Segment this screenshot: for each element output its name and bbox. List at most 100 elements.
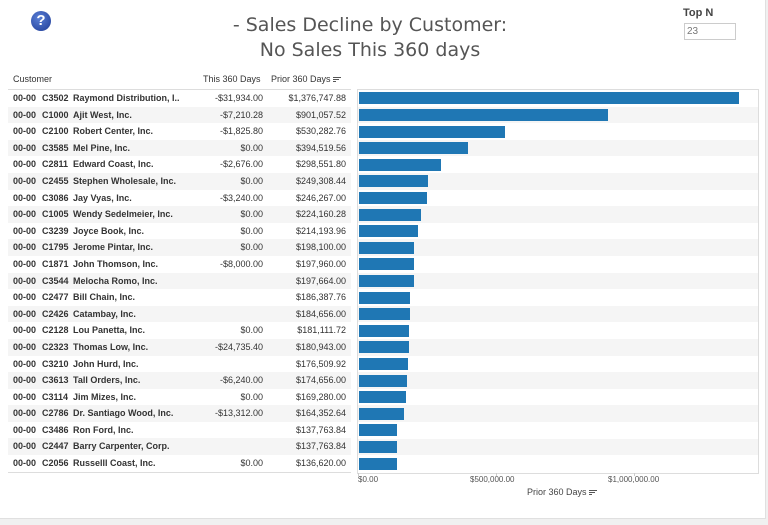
bar[interactable]: [359, 258, 414, 271]
region-code: 00-00: [13, 126, 37, 137]
customer-name: Lou Panetta, Inc.: [73, 325, 146, 336]
table-row[interactable]: 00-00 C3114 Jim Mizes, Inc. $0.00 $169,280.0…: [8, 389, 351, 406]
bar[interactable]: [359, 391, 406, 404]
table-row[interactable]: 00-00 C1871 John Thomson, Inc. -$8,000.00 $1…: [8, 256, 351, 273]
table-row[interactable]: 00-00 C3502 Raymond Distribution, I.. -$31,…: [8, 90, 351, 107]
table-row[interactable]: 00-00 C3544 Melocha Romo, Inc. $197,664.00: [8, 272, 351, 290]
customer-id: C2477: [42, 292, 69, 303]
customer-id: C3210: [42, 358, 69, 369]
this-360-value: -$1,825.80: [219, 126, 263, 137]
tick-mark: [358, 473, 359, 476]
customer-table: 00-00 C3502 Raymond Distribution, I.. -$31,…: [8, 89, 351, 473]
bar[interactable]: [359, 108, 608, 121]
bar[interactable]: [359, 457, 397, 470]
table-row[interactable]: 00-00 C2100 Robert Center, Inc. -$1,825.80 $…: [8, 123, 351, 140]
bar[interactable]: [359, 175, 428, 188]
customer-id: C3114: [42, 391, 69, 402]
col-header-label: Prior 360 Days: [271, 74, 331, 84]
region-code: 00-00: [13, 109, 37, 120]
prior-360-value: $176,509.92: [295, 358, 346, 369]
table-row[interactable]: 00-00 C2323 Thomas Low, Inc. -$24,735.40 $18…: [8, 338, 351, 356]
table-row[interactable]: 00-00 C2128 Lou Panetta, Inc. $0.00 $181,111…: [8, 322, 351, 339]
table-row[interactable]: 00-00 C2447 Barry Carpenter, Corp. $137,763…: [8, 438, 351, 456]
prior-360-value: $224,160.28: [295, 209, 346, 220]
table-row[interactable]: 00-00 C3585 Mel Pine, Inc. $0.00 $394,519.56: [8, 139, 351, 157]
bar[interactable]: [359, 142, 468, 155]
region-code: 00-00: [13, 275, 37, 286]
topn-input[interactable]: [684, 23, 736, 40]
this-360-value: $0.00: [240, 175, 263, 186]
region-code: 00-00: [13, 391, 37, 402]
table-row[interactable]: 00-00 C2056 Russelll Coast, Inc. $0.00 $136,…: [8, 455, 351, 472]
sort-icon[interactable]: [332, 76, 341, 83]
bar[interactable]: [359, 92, 739, 105]
customer-id: C3239: [42, 225, 69, 236]
customer-id: C2323: [42, 341, 69, 352]
bar[interactable]: [359, 191, 427, 204]
table-row[interactable]: 00-00 C1795 Jerome Pintar, Inc. $0.00 $198,1…: [8, 239, 351, 256]
region-code: 00-00: [13, 458, 37, 469]
col-header-customer[interactable]: Customer: [13, 74, 53, 84]
table-row[interactable]: 00-00 C2811 Edward Coast, Inc. -$2,676.00 $2…: [8, 156, 351, 173]
customer-name: Edward Coast, Inc.: [73, 159, 154, 170]
prior-360-value: $394,519.56: [295, 142, 346, 153]
customer-id: C2455: [42, 175, 69, 186]
table-row[interactable]: 00-00 C3086 Jay Vyas, Inc. -$3,240.00 $246,2…: [8, 190, 351, 207]
this-360-value: -$31,934.00: [214, 93, 263, 103]
customer-name: Raymond Distribution, I..: [73, 93, 180, 103]
bar[interactable]: [359, 357, 408, 370]
row-band: [358, 438, 758, 456]
table-row[interactable]: 00-00 C3239 Joyce Book, Inc. $0.00 $214,193.…: [8, 223, 351, 240]
bar[interactable]: [359, 225, 419, 238]
customer-id: C3544: [42, 275, 69, 286]
table-row[interactable]: 00-00 C2786 Dr. Santiago Wood, Inc. -$13,31…: [8, 405, 351, 422]
bar[interactable]: [359, 208, 421, 221]
col-header-this-360[interactable]: This 360 Days: [203, 74, 261, 84]
x-axis-title[interactable]: Prior 360 Days: [527, 487, 597, 497]
region-code: 00-00: [13, 258, 37, 269]
table-row[interactable]: 00-00 C2426 Catambay, Inc. $184,656.00: [8, 305, 351, 323]
table-row[interactable]: 00-00 C1000 Ajit West, Inc. -$7,210.28 $901,…: [8, 106, 351, 124]
bar[interactable]: [359, 424, 398, 437]
table-row[interactable]: 00-00 C3613 Tall Orders, Inc. -$6,240.00 $17…: [8, 372, 351, 389]
bar[interactable]: [359, 341, 409, 354]
prior-360-value: $137,763.84: [295, 424, 346, 435]
bar[interactable]: [359, 324, 409, 337]
table-row[interactable]: 00-00 C1005 Wendy Sedelmeier, Inc. $0.00 $22…: [8, 206, 351, 223]
this-360-value: $0.00: [240, 225, 263, 236]
row-band: [358, 305, 758, 323]
bar[interactable]: [359, 158, 442, 171]
customer-id: C2100: [42, 126, 69, 137]
table-row[interactable]: 00-00 C2477 Bill Chain, Inc. $186,387.76: [8, 289, 351, 306]
prior-360-value: $137,763.84: [295, 441, 346, 452]
table-row[interactable]: 00-00 C3210 John Hurd, Inc. $176,509.92: [8, 356, 351, 373]
help-icon[interactable]: ?: [31, 11, 51, 31]
title-line-2: No Sales This 360 days: [259, 39, 481, 61]
customer-name: Robert Center, Inc.: [73, 126, 154, 137]
prior-360-value: $198,100.00: [295, 242, 346, 253]
bar[interactable]: [359, 407, 405, 420]
customer-name: Barry Carpenter, Corp.: [73, 441, 170, 452]
table-row[interactable]: 00-00 C3486 Ron Ford, Inc. $137,763.84: [8, 422, 351, 439]
bar[interactable]: [359, 125, 506, 138]
sort-icon[interactable]: [588, 489, 597, 496]
bar[interactable]: [359, 291, 411, 304]
this-360-value: $0.00: [240, 242, 263, 253]
prior-360-value: $164,352.64: [295, 408, 346, 419]
bar[interactable]: [359, 308, 410, 321]
bar[interactable]: [359, 440, 398, 453]
bar[interactable]: [359, 241, 414, 254]
region-code: 00-00: [13, 175, 37, 186]
this-360-value: -$7,210.28: [219, 109, 263, 120]
region-code: 00-00: [13, 424, 37, 435]
bar[interactable]: [359, 374, 408, 387]
prior-360-value: $186,387.76: [295, 292, 346, 303]
tick-label: $1,000,000.00: [608, 475, 660, 484]
col-header-prior-360[interactable]: Prior 360 Days: [271, 74, 341, 84]
row-band: [358, 372, 758, 389]
customer-name: Mel Pine, Inc.: [73, 142, 131, 153]
region-code: 00-00: [13, 408, 37, 419]
table-row[interactable]: 00-00 C2455 Stephen Wholesale, Inc. $0.00 $2…: [8, 172, 351, 190]
customer-name: Wendy Sedelmeier, Inc.: [73, 209, 173, 220]
bar[interactable]: [359, 274, 414, 287]
